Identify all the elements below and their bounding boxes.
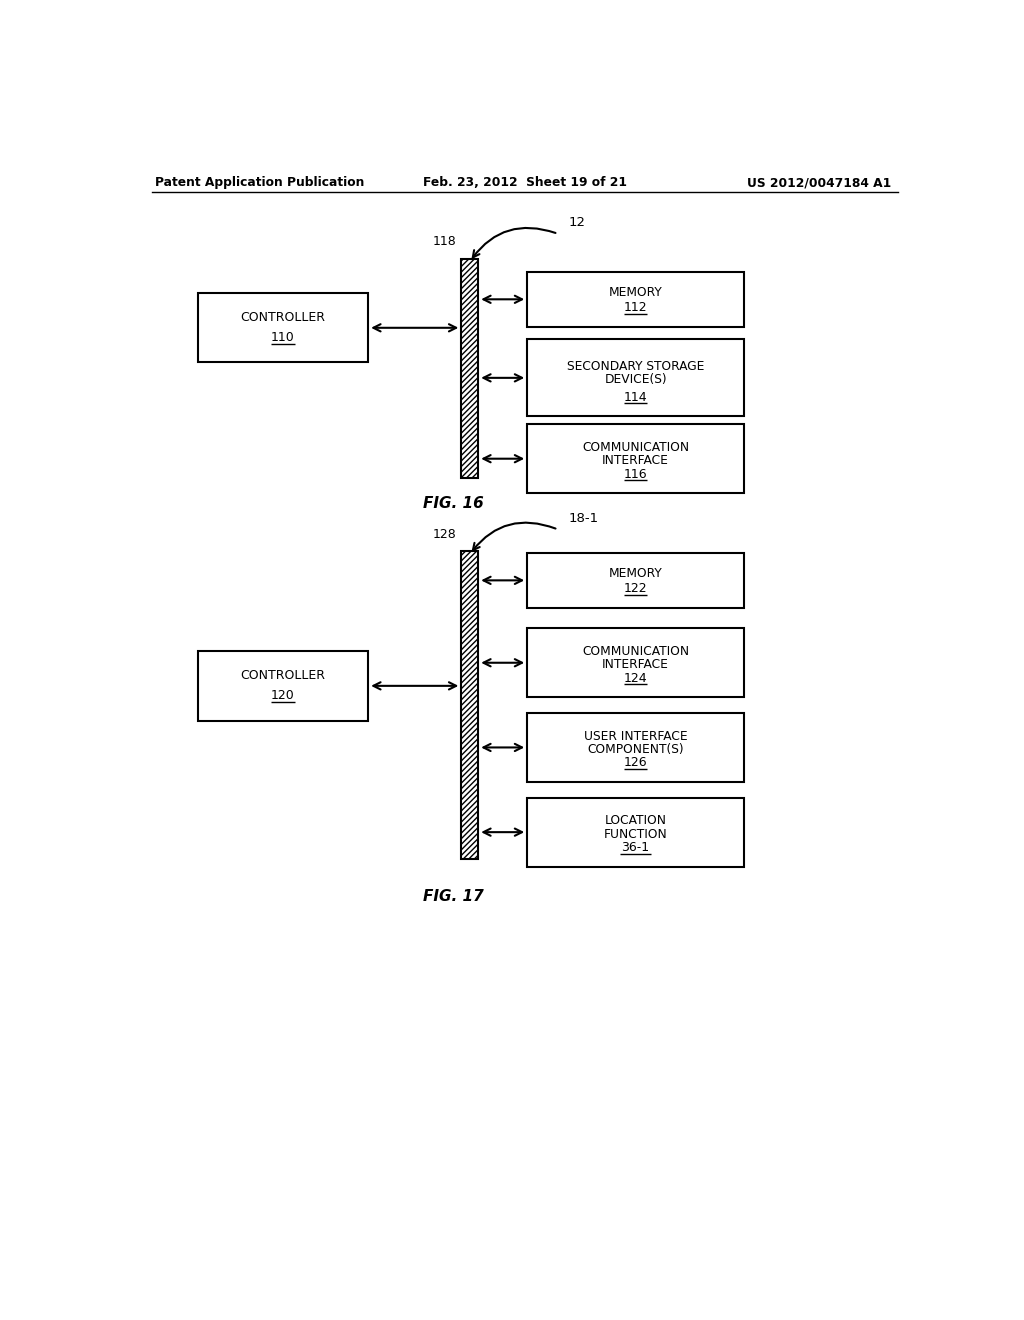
Text: CONTROLLER: CONTROLLER: [241, 669, 326, 682]
Text: 12: 12: [568, 216, 585, 230]
Bar: [461, 552, 478, 859]
Text: COMMUNICATION: COMMUNICATION: [582, 441, 689, 454]
Text: Feb. 23, 2012  Sheet 19 of 21: Feb. 23, 2012 Sheet 19 of 21: [423, 176, 627, 189]
Text: 120: 120: [271, 689, 295, 702]
Text: DEVICE(S): DEVICE(S): [604, 374, 667, 387]
Text: SECONDARY STORAGE: SECONDARY STORAGE: [567, 360, 705, 374]
Bar: [527, 797, 744, 867]
Text: MEMORY: MEMORY: [608, 566, 663, 579]
Bar: [527, 424, 744, 494]
Text: 18-1: 18-1: [568, 512, 598, 525]
Text: COMMUNICATION: COMMUNICATION: [582, 645, 689, 657]
Bar: [527, 713, 744, 781]
Text: COMPONENT(S): COMPONENT(S): [588, 743, 684, 756]
Bar: [198, 651, 369, 721]
Text: 122: 122: [624, 582, 647, 595]
Text: FIG. 16: FIG. 16: [423, 496, 484, 511]
Text: 124: 124: [624, 672, 647, 685]
Bar: [198, 293, 369, 363]
Text: 112: 112: [624, 301, 647, 314]
Text: Patent Application Publication: Patent Application Publication: [155, 176, 365, 189]
Bar: [527, 339, 744, 416]
Text: 36-1: 36-1: [622, 841, 649, 854]
Text: 126: 126: [624, 756, 647, 770]
Text: US 2012/0047184 A1: US 2012/0047184 A1: [748, 176, 891, 189]
Bar: [461, 259, 478, 478]
Bar: [527, 272, 744, 327]
Text: 110: 110: [271, 331, 295, 345]
Bar: [461, 552, 478, 859]
Bar: [461, 552, 478, 859]
Bar: [461, 259, 478, 478]
Text: LOCATION: LOCATION: [604, 814, 667, 828]
Bar: [527, 628, 744, 697]
Text: 118: 118: [433, 235, 457, 248]
Text: CONTROLLER: CONTROLLER: [241, 312, 326, 325]
Text: INTERFACE: INTERFACE: [602, 659, 669, 672]
Text: 116: 116: [624, 467, 647, 480]
Text: MEMORY: MEMORY: [608, 286, 663, 298]
Text: INTERFACE: INTERFACE: [602, 454, 669, 467]
Bar: [527, 553, 744, 609]
Text: FIG. 17: FIG. 17: [423, 888, 484, 904]
Bar: [461, 259, 478, 478]
Text: 114: 114: [624, 391, 647, 404]
Text: FUNCTION: FUNCTION: [604, 828, 668, 841]
Text: USER INTERFACE: USER INTERFACE: [584, 730, 687, 743]
Text: 128: 128: [433, 528, 457, 541]
